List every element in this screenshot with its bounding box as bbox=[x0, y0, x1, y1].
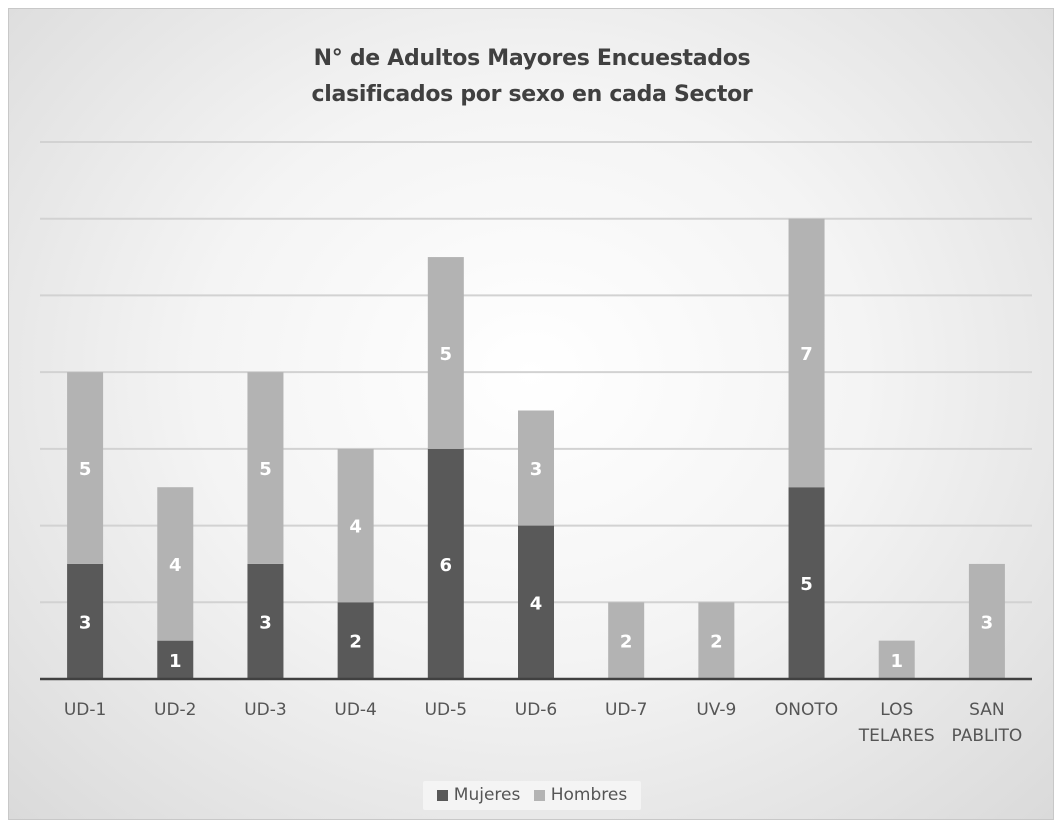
x-tick-label-7-0: UV-9 bbox=[696, 700, 736, 720]
legend: Mujeres Hombres bbox=[9, 781, 1055, 810]
data-label-mujeres-0: 3 bbox=[79, 612, 92, 633]
data-label-mujeres-3: 2 bbox=[349, 632, 362, 653]
chart-title: N° de Adultos Mayores Encuestados clasif… bbox=[9, 41, 1055, 113]
legend-label-mujeres: Mujeres bbox=[453, 785, 521, 805]
x-tick-label-4-0: UD-5 bbox=[425, 700, 467, 720]
data-label-mujeres-5: 4 bbox=[530, 593, 543, 614]
x-tick-label-5-0: UD-6 bbox=[515, 700, 557, 720]
bar-hombres-7 bbox=[698, 602, 735, 679]
x-tick-label-10-1: PABLITO bbox=[952, 726, 1023, 746]
bar-mujeres-3 bbox=[337, 602, 374, 679]
chart-area: N° de Adultos Mayores Encuestados clasif… bbox=[8, 8, 1054, 820]
bar-hombres-1 bbox=[157, 487, 194, 641]
data-label-hombres-4: 5 bbox=[440, 344, 453, 365]
legend-swatch-mujeres bbox=[436, 789, 448, 801]
legend-item-hombres: Hombres bbox=[533, 785, 628, 805]
bar-hombres-10 bbox=[968, 563, 1005, 679]
bar-mujeres-5 bbox=[518, 525, 554, 679]
bar-mujeres-2 bbox=[247, 563, 284, 679]
x-tick-label-8-0: ONOTO bbox=[775, 700, 838, 720]
x-tick-label-1-0: UD-2 bbox=[154, 700, 196, 720]
x-tick-labels: UD-1 UD-2 UD-3 UD-4 UD-5 UD-6 UD-7 UV-9 ONOTO LOS… bbox=[64, 700, 1022, 746]
chart-title-line-1: N° de Adultos Mayores Encuestados bbox=[313, 46, 751, 71]
bar-hombres-8 bbox=[788, 218, 825, 488]
data-label-hombres-1: 4 bbox=[169, 555, 182, 576]
legend-item-mujeres: Mujeres bbox=[436, 785, 521, 805]
data-label-hombres-6: 2 bbox=[620, 632, 633, 653]
bar-hombres-3 bbox=[337, 448, 374, 603]
bar-hombres-5 bbox=[518, 410, 554, 526]
data-label-mujeres-8: 5 bbox=[800, 574, 813, 595]
bars: 3 5 1 4 3 5 2 4 6 5 4 3 2 2 5 7 1 3 bbox=[67, 218, 1005, 679]
data-label-mujeres-4: 6 bbox=[440, 555, 453, 576]
bar-mujeres-0 bbox=[67, 563, 104, 679]
data-label-hombres-5: 3 bbox=[530, 459, 543, 480]
bar-mujeres-8 bbox=[788, 487, 825, 679]
x-tick-label-3-0: UD-4 bbox=[334, 700, 376, 720]
bar-mujeres-4 bbox=[427, 448, 464, 679]
data-label-hombres-3: 4 bbox=[349, 517, 362, 538]
data-label-hombres-7: 2 bbox=[710, 632, 723, 653]
bar-hombres-4 bbox=[427, 257, 464, 449]
bar-hombres-6 bbox=[608, 602, 645, 679]
data-label-mujeres-2: 3 bbox=[259, 612, 272, 633]
x-tick-label-10-0: SAN bbox=[969, 700, 1004, 720]
data-label-hombres-0: 5 bbox=[79, 459, 92, 480]
x-tick-label-6-0: UD-7 bbox=[605, 700, 647, 720]
legend-swatch-hombres bbox=[533, 789, 545, 801]
data-label-hombres-2: 5 bbox=[259, 459, 272, 480]
bar-mujeres-1 bbox=[157, 640, 194, 679]
data-label-hombres-8: 7 bbox=[800, 344, 813, 365]
legend-label-hombres: Hombres bbox=[550, 785, 628, 805]
bar-hombres-2 bbox=[247, 372, 284, 564]
bar-hombres-9 bbox=[878, 640, 915, 679]
x-tick-label-9-1: TELARES bbox=[858, 726, 935, 746]
data-label-mujeres-1: 1 bbox=[169, 651, 182, 672]
x-tick-label-0-0: UD-1 bbox=[64, 700, 106, 720]
data-label-hombres-10: 3 bbox=[981, 612, 994, 633]
x-tick-label-9-0: LOS bbox=[880, 700, 913, 720]
chart-title-line-2: clasificados por sexo en cada Sector bbox=[311, 82, 753, 107]
x-tick-label-2-0: UD-3 bbox=[244, 700, 286, 720]
bar-hombres-0 bbox=[67, 372, 104, 564]
data-label-hombres-9: 1 bbox=[890, 651, 903, 672]
